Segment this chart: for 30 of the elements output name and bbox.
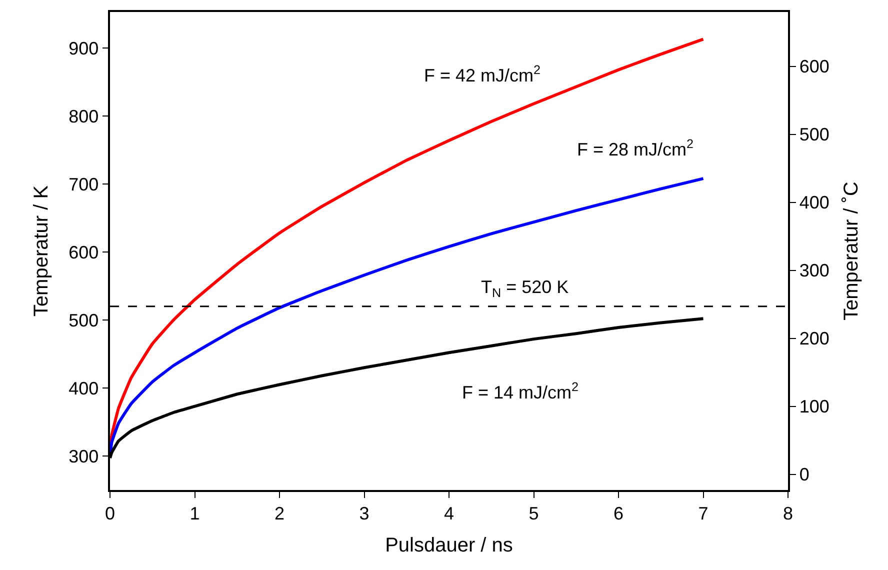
x-tick-label: 2 [274, 503, 285, 524]
y-tick-label: 400 [68, 378, 99, 398]
y-tick-label: 900 [68, 38, 99, 58]
x-tick-label: 4 [444, 503, 454, 524]
y-tick-label: 300 [68, 446, 99, 466]
y2-tick-label: 300 [799, 260, 830, 281]
y2-tick-label: 600 [799, 56, 830, 77]
x-tick-label: 3 [359, 503, 370, 524]
x-tick-label: 8 [782, 503, 794, 524]
y2-tick-label: 200 [799, 328, 830, 349]
series-label: F = 14 mJ/cm$^{2}$ [462, 380, 579, 403]
x-tick-label: 7 [698, 503, 708, 524]
y2-tick-label: 500 [799, 124, 830, 145]
y2-tick-label: 400 [799, 192, 830, 213]
y2-axis-title: Temperatur / ˚C [840, 182, 862, 320]
y-tick-label: 500 [68, 310, 99, 330]
x-axis-title: Pulsdauer / ns [385, 534, 513, 556]
y-tick-label: 800 [68, 106, 99, 126]
x-tick-label: 0 [104, 503, 116, 524]
x-tick-label: 1 [190, 503, 200, 524]
y2-tick-label: 100 [799, 396, 830, 417]
series-label: F = 28 mJ/cm$^{2}$ [577, 137, 694, 160]
x-tick-label: 5 [528, 503, 539, 524]
y-tick-label: 700 [68, 174, 99, 194]
y-axis-title: Temperatur / K [30, 184, 53, 317]
y2-tick-label: 0 [799, 464, 810, 485]
y-tick-label: 600 [68, 242, 99, 262]
ref-line-label: T$_{N}$ = 520 K [481, 277, 569, 300]
series-label: F = 42 mJ/cm$^{2}$ [424, 63, 541, 86]
x-tick-label: 6 [613, 503, 624, 524]
